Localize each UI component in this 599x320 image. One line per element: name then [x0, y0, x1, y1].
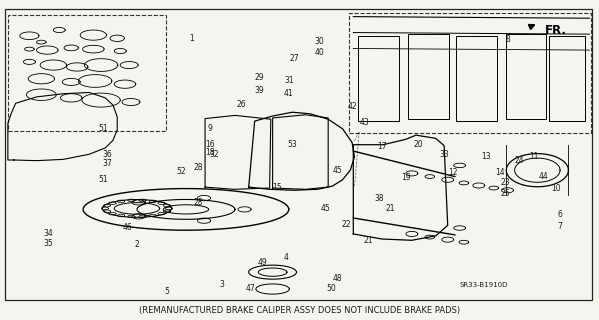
Text: 3: 3	[219, 280, 224, 289]
Text: 10: 10	[552, 184, 561, 193]
Text: 31: 31	[284, 76, 294, 85]
Text: 37: 37	[102, 159, 112, 168]
Text: 24: 24	[515, 156, 524, 165]
Text: 21: 21	[364, 236, 373, 245]
Text: (REMANUFACTURED BRAKE CALIPER ASSY DOES NOT INCLUDE BRAKE PADS): (REMANUFACTURED BRAKE CALIPER ASSY DOES …	[139, 306, 460, 315]
Text: 45: 45	[332, 166, 342, 175]
Text: 4: 4	[284, 253, 289, 262]
Text: 29: 29	[254, 73, 264, 82]
Text: 30: 30	[314, 37, 324, 46]
Text: 23: 23	[501, 179, 510, 188]
Text: 25: 25	[501, 189, 510, 198]
Text: 28: 28	[193, 197, 202, 206]
Bar	[8, 15, 167, 131]
Text: 21: 21	[386, 204, 395, 213]
Bar	[456, 36, 497, 121]
Text: 20: 20	[413, 140, 423, 149]
Text: 52: 52	[176, 167, 186, 176]
Text: 27: 27	[290, 54, 300, 63]
Text: 18: 18	[205, 148, 214, 157]
Text: 43: 43	[359, 118, 369, 127]
Text: 33: 33	[439, 150, 449, 159]
Text: 17: 17	[377, 142, 387, 151]
Text: 46: 46	[123, 223, 132, 232]
Text: 34: 34	[44, 229, 53, 238]
Text: 9: 9	[207, 124, 212, 133]
Text: 5: 5	[164, 287, 170, 296]
Text: 51: 51	[99, 124, 108, 133]
Text: 7: 7	[558, 222, 562, 231]
Text: 36: 36	[102, 150, 112, 159]
Text: 6: 6	[558, 210, 562, 219]
Text: 28: 28	[193, 164, 202, 172]
Text: 16: 16	[205, 140, 214, 149]
Text: 19: 19	[401, 173, 411, 182]
Text: 1: 1	[189, 35, 194, 44]
Text: 12: 12	[448, 168, 458, 177]
Text: 53: 53	[288, 140, 297, 149]
Text: 42: 42	[347, 102, 357, 111]
Text: 40: 40	[314, 48, 324, 57]
Text: 41: 41	[284, 89, 294, 98]
Text: 44: 44	[539, 172, 548, 181]
Text: FR.: FR.	[544, 23, 567, 36]
Text: 14: 14	[495, 168, 505, 177]
Text: 49: 49	[258, 258, 267, 267]
Text: 48: 48	[332, 274, 342, 283]
Text: 50: 50	[326, 284, 336, 292]
Text: 38: 38	[374, 194, 384, 204]
Text: 45: 45	[320, 204, 330, 213]
Bar	[549, 36, 585, 121]
Text: 47: 47	[246, 284, 255, 292]
Text: 32: 32	[210, 150, 219, 159]
Bar	[349, 13, 591, 133]
Text: 11: 11	[529, 152, 539, 161]
Text: 51: 51	[99, 175, 108, 184]
Text: 15: 15	[273, 183, 282, 192]
Text: 13: 13	[481, 152, 491, 161]
Bar	[506, 34, 546, 119]
Text: 8: 8	[505, 35, 510, 44]
Bar	[409, 34, 449, 119]
Text: 35: 35	[44, 239, 53, 248]
Text: 22: 22	[341, 220, 351, 229]
Bar	[358, 36, 399, 121]
Text: 26: 26	[237, 100, 246, 109]
Text: 2: 2	[135, 240, 140, 249]
Text: 39: 39	[254, 86, 264, 95]
Text: SR33-B1910D: SR33-B1910D	[459, 282, 508, 288]
